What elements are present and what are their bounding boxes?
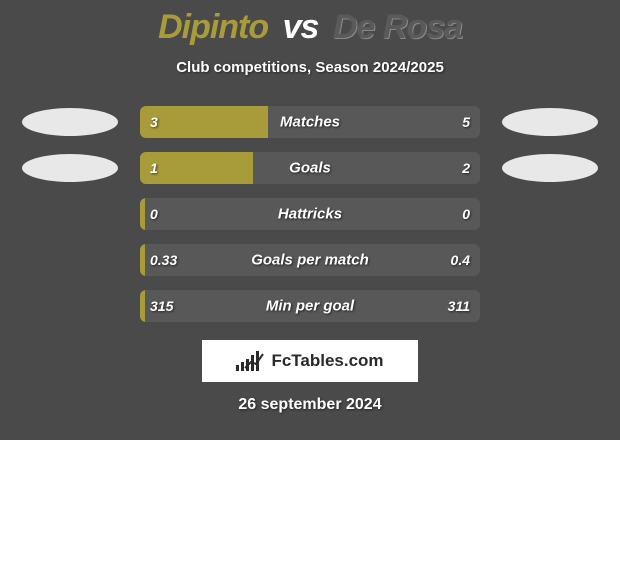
stat-label: Goals (140, 160, 480, 177)
stat-bar: 315Min per goal311 (140, 290, 480, 322)
player1-marker (22, 154, 118, 182)
stat-bar: 3Matches5 (140, 106, 480, 138)
logo-text: FcTables.com (271, 351, 383, 371)
subtitle: Club competitions, Season 2024/2025 (0, 59, 620, 76)
stat-label: Goals per match (140, 252, 480, 269)
stat-bar: 0.33Goals per match0.4 (140, 244, 480, 276)
player2-marker (502, 154, 598, 182)
stat-label: Min per goal (140, 298, 480, 315)
stat-bar: 1Goals2 (140, 152, 480, 184)
stats-container: 3Matches5 1Goals2 0Hattricks0 0.33Goals per… (0, 106, 620, 322)
player1-name: Dipinto (158, 8, 268, 46)
logo-line-icon (243, 350, 265, 372)
stat-value-right: 0.4 (451, 252, 470, 268)
stat-row: 0.33Goals per match0.4 (0, 244, 620, 276)
stat-row: 3Matches5 (0, 106, 620, 138)
main-title: Dipinto vs De Rosa (0, 0, 620, 47)
stat-row: 1Goals2 (0, 152, 620, 184)
stat-value-right: 5 (462, 114, 470, 130)
player2-marker (502, 108, 598, 136)
date-text: 26 september 2024 (0, 396, 620, 414)
stat-label: Hattricks (140, 206, 480, 223)
stat-row: 0Hattricks0 (0, 198, 620, 230)
logo-content: FcTables.com (236, 350, 383, 372)
player1-marker (22, 108, 118, 136)
stat-value-right: 2 (462, 160, 470, 176)
stat-bar: 0Hattricks0 (140, 198, 480, 230)
comparison-panel: Dipinto vs De Rosa Club competitions, Se… (0, 0, 620, 440)
stat-label: Matches (140, 114, 480, 131)
stat-value-right: 0 (462, 206, 470, 222)
logo-box[interactable]: FcTables.com (202, 340, 418, 382)
stat-value-right: 311 (448, 298, 470, 314)
stat-row: 315Min per goal311 (0, 290, 620, 322)
logo-bar-segment (236, 365, 239, 371)
player2-name: De Rosa (333, 8, 462, 46)
vs-text: vs (283, 8, 319, 46)
